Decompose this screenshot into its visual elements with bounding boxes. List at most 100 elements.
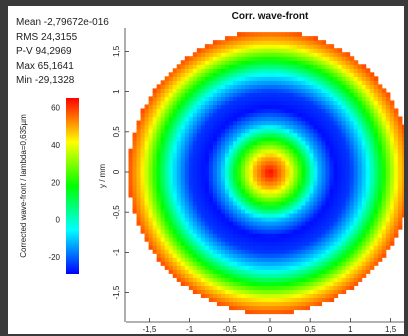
wavefront-cell: [377, 160, 383, 166]
wavefront-cell: [285, 180, 290, 186]
wavefront-cell: [265, 140, 270, 146]
wavefront-cell: [393, 213, 399, 218]
wavefront-cell: [285, 104, 290, 110]
wavefront-cell: [184, 172, 190, 178]
wavefront-cell: [188, 108, 194, 114]
wavefront-cell: [321, 76, 327, 81]
wavefront-cell: [200, 265, 206, 270]
wavefront-cell: [233, 229, 238, 234]
wavefront-cell: [293, 32, 298, 37]
wavefront-cell: [377, 92, 383, 98]
wavefront-cell: [297, 213, 302, 218]
wavefront-cell: [200, 208, 206, 214]
wavefront-cell: [229, 237, 234, 242]
wavefront-cell: [281, 52, 286, 57]
wavefront-cell: [208, 104, 214, 110]
wavefront-cell: [224, 180, 230, 186]
wavefront-cell: [241, 88, 246, 93]
wavefront-cell: [377, 112, 383, 118]
wavefront-cell: [337, 64, 343, 69]
wavefront-cell: [224, 293, 230, 299]
wavefront-cell: [144, 208, 150, 214]
wavefront-cell: [277, 269, 282, 274]
wavefront-cell: [180, 200, 186, 206]
wavefront-cell: [345, 140, 351, 146]
wavefront-cell: [357, 196, 363, 202]
wavefront-cell: [329, 196, 335, 202]
wavefront-cell: [385, 160, 391, 166]
wavefront-cell: [148, 245, 154, 250]
wavefront-cell: [229, 80, 234, 85]
wavefront-cell: [341, 200, 347, 206]
wavefront-cell: [365, 237, 371, 242]
wavefront-cell: [305, 200, 310, 206]
wavefront-cell: [269, 156, 274, 162]
wavefront-cell: [269, 124, 274, 130]
wavefront-cell: [321, 68, 327, 73]
wavefront-cell: [164, 100, 170, 106]
wavefront-cell: [329, 80, 335, 85]
wavefront-cell: [184, 108, 190, 114]
wavefront-cell: [192, 285, 198, 290]
wavefront-cell: [204, 213, 210, 218]
wavefront-cell: [353, 241, 359, 246]
wavefront-cell: [192, 160, 198, 166]
wavefront-cell: [301, 112, 306, 118]
wavefront-cell: [160, 120, 166, 126]
wavefront-cell: [277, 136, 282, 142]
wavefront-cell: [345, 144, 351, 150]
wavefront-cell: [152, 136, 158, 142]
wavefront-cell: [269, 241, 274, 246]
wavefront-cell: [345, 225, 351, 230]
wavefront-cell: [329, 72, 335, 77]
wavefront-cell: [245, 136, 250, 142]
wavefront-cell: [321, 64, 327, 69]
wavefront-cell: [365, 269, 371, 274]
wavefront-cell: [253, 152, 258, 158]
wavefront-cell: [245, 80, 250, 85]
wavefront-cell: [377, 120, 383, 126]
wavefront-cell: [309, 249, 315, 254]
wavefront-cell: [341, 100, 347, 106]
wavefront-cell: [393, 204, 399, 210]
wavefront-cell: [196, 120, 202, 126]
wavefront-cell: [269, 221, 274, 226]
wavefront-cell: [345, 124, 351, 130]
wavefront-cell: [241, 233, 246, 238]
wavefront-cell: [128, 176, 134, 182]
wavefront-cell: [241, 213, 246, 218]
wavefront-cell: [261, 132, 266, 138]
wavefront-cell: [156, 148, 162, 154]
wavefront-cell: [317, 72, 323, 77]
wavefront-cell: [180, 140, 186, 146]
wavefront-cell: [184, 80, 190, 85]
wavefront-cell: [216, 48, 222, 53]
wavefront-cell: [293, 217, 298, 222]
wavefront-cell: [200, 96, 206, 102]
wavefront-cell: [329, 204, 335, 210]
stat-min: Min -29,1328: [16, 75, 75, 86]
wavefront-cell: [196, 257, 202, 262]
wavefront-cell: [188, 164, 194, 170]
wavefront-cell: [325, 152, 331, 158]
wavefront-cell: [325, 196, 331, 202]
wavefront-cell: [229, 200, 234, 206]
wavefront-cell: [289, 281, 294, 286]
wavefront-cell: [285, 140, 290, 146]
wavefront-cell: [257, 80, 262, 85]
wavefront-cell: [293, 168, 298, 174]
wavefront-cell: [184, 277, 190, 282]
wavefront-cell: [373, 148, 379, 154]
wavefront-cell: [289, 120, 294, 126]
wavefront-cell: [385, 152, 391, 158]
wavefront-cell: [281, 217, 286, 222]
wavefront-cell: [164, 261, 170, 266]
wavefront-cell: [313, 80, 319, 85]
wavefront-cell: [377, 249, 383, 254]
wavefront-cell: [317, 128, 323, 134]
wavefront-cell: [285, 245, 290, 250]
wavefront-cell: [220, 92, 226, 98]
wavefront-cell: [401, 176, 404, 182]
wavefront-cell: [341, 196, 347, 202]
